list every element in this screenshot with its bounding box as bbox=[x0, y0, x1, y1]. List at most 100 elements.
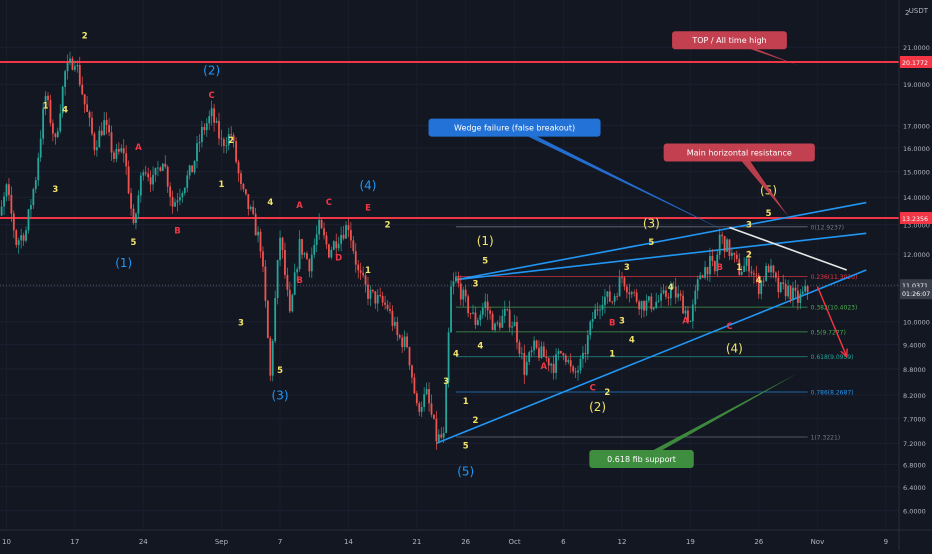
candle-body bbox=[393, 321, 396, 326]
price-tick-label: 7.2000 bbox=[903, 440, 926, 448]
annotation-box[interactable] bbox=[663, 143, 815, 162]
candle-body bbox=[345, 225, 347, 239]
candle-body bbox=[142, 172, 145, 176]
candle-body bbox=[777, 277, 780, 293]
fib-retracement[interactable]: 0(12.9237) 0.236(11.3020) 0.382(10.4023) 0.… bbox=[455, 224, 858, 442]
candle-body bbox=[718, 234, 721, 255]
price-tick-label: 21.0000 bbox=[903, 44, 930, 52]
annotation-pointer[interactable] bbox=[636, 373, 798, 459]
candle-body bbox=[418, 403, 421, 412]
candle-body bbox=[306, 253, 308, 260]
projection-arrow-head[interactable] bbox=[840, 348, 848, 359]
candle-body bbox=[288, 289, 291, 312]
candles bbox=[0, 51, 809, 450]
annotation-box[interactable] bbox=[428, 118, 601, 137]
candle-body bbox=[770, 265, 772, 273]
annotation-box[interactable] bbox=[589, 449, 694, 468]
candle-body bbox=[760, 280, 763, 294]
fib-level-label: 0.5(9.7277) bbox=[811, 329, 846, 336]
candle-body bbox=[337, 243, 340, 249]
candle-body bbox=[95, 147, 98, 151]
price-tick-label: 6.4000 bbox=[903, 484, 926, 492]
time-tick-label: 21 bbox=[412, 538, 421, 546]
annotation-box[interactable] bbox=[672, 31, 787, 50]
candle-body bbox=[486, 301, 489, 311]
wave-label: A bbox=[682, 317, 689, 327]
candle-body bbox=[755, 274, 758, 276]
candle-body bbox=[176, 200, 179, 203]
wave-label: C bbox=[590, 384, 596, 394]
candle-body bbox=[188, 165, 191, 176]
candle-body bbox=[464, 289, 467, 297]
candle-body bbox=[389, 309, 391, 311]
candle-body bbox=[276, 260, 279, 298]
candle-body bbox=[599, 309, 601, 311]
candle-body bbox=[474, 312, 477, 325]
wave-label: 4 bbox=[477, 342, 483, 352]
candle-body bbox=[137, 195, 140, 214]
candle-body bbox=[796, 290, 799, 303]
annotation-pointer[interactable] bbox=[734, 152, 789, 217]
candle-body bbox=[335, 241, 338, 249]
annotation-pointer[interactable] bbox=[509, 127, 730, 234]
candle-body bbox=[511, 326, 513, 328]
time-tick-label: 19 bbox=[686, 538, 695, 546]
candle-body bbox=[408, 347, 411, 366]
candle-body bbox=[731, 252, 733, 256]
candle-body bbox=[420, 406, 423, 412]
candle-body bbox=[237, 161, 240, 174]
candle-body bbox=[332, 241, 335, 250]
wave-label: 3 bbox=[472, 279, 478, 289]
candle-body bbox=[589, 321, 592, 336]
candle-body bbox=[330, 249, 333, 258]
candle-body bbox=[25, 230, 27, 241]
candle-body bbox=[83, 94, 86, 105]
wave-label: 4 bbox=[668, 283, 674, 293]
annotations[interactable]: TOP / All time high Main horizontal resis… bbox=[428, 31, 815, 468]
projection-arrow-line[interactable] bbox=[816, 286, 848, 357]
fib-level-label: 0.786(8.2687) bbox=[811, 390, 854, 397]
candle-body bbox=[508, 309, 511, 328]
wave-label: 2 bbox=[82, 32, 88, 42]
wedge-upper-line[interactable] bbox=[455, 232, 867, 281]
candle-body bbox=[682, 295, 684, 314]
candle-body bbox=[203, 126, 206, 131]
candle-body bbox=[557, 350, 560, 355]
candle-body bbox=[59, 113, 62, 132]
time-tick-label: 26 bbox=[754, 538, 763, 546]
candle-body bbox=[618, 277, 621, 297]
candle-body bbox=[740, 271, 743, 275]
horizontal-levels[interactable] bbox=[0, 61, 899, 286]
candle-body bbox=[481, 308, 484, 315]
candle-body bbox=[635, 292, 638, 302]
wave-label: C bbox=[209, 91, 215, 101]
price-tick-label: 7.7000 bbox=[903, 415, 926, 423]
candle-body bbox=[44, 95, 47, 109]
candle-body bbox=[633, 292, 636, 294]
candle-body bbox=[647, 296, 650, 301]
wave-label: (4) bbox=[359, 178, 376, 192]
candle-body bbox=[528, 352, 531, 362]
annotation-text: TOP / All time high bbox=[691, 36, 766, 45]
candle-body bbox=[359, 270, 362, 273]
wave5-down-trendline[interactable] bbox=[729, 226, 847, 271]
candle-body bbox=[391, 310, 394, 326]
trendlines[interactable] bbox=[436, 201, 867, 444]
candle-body bbox=[628, 292, 631, 295]
candle-body bbox=[386, 304, 389, 310]
price-tag-label: 13.2356 bbox=[902, 216, 928, 223]
candle-body bbox=[721, 234, 724, 237]
candle-body bbox=[657, 300, 660, 302]
fib-level-label: 0.236(11.3020) bbox=[811, 274, 858, 281]
wedge-resistance-line[interactable] bbox=[455, 201, 867, 281]
candle-body bbox=[262, 251, 264, 267]
candle-body bbox=[135, 213, 137, 224]
price-tick-label: 9.4000 bbox=[903, 342, 926, 350]
candle-body bbox=[569, 360, 572, 367]
candle-body bbox=[748, 258, 750, 272]
candle-body bbox=[530, 350, 533, 353]
wedge-support-line[interactable] bbox=[436, 269, 867, 444]
candle-body bbox=[179, 197, 181, 201]
wave-label: 5 bbox=[277, 366, 283, 376]
